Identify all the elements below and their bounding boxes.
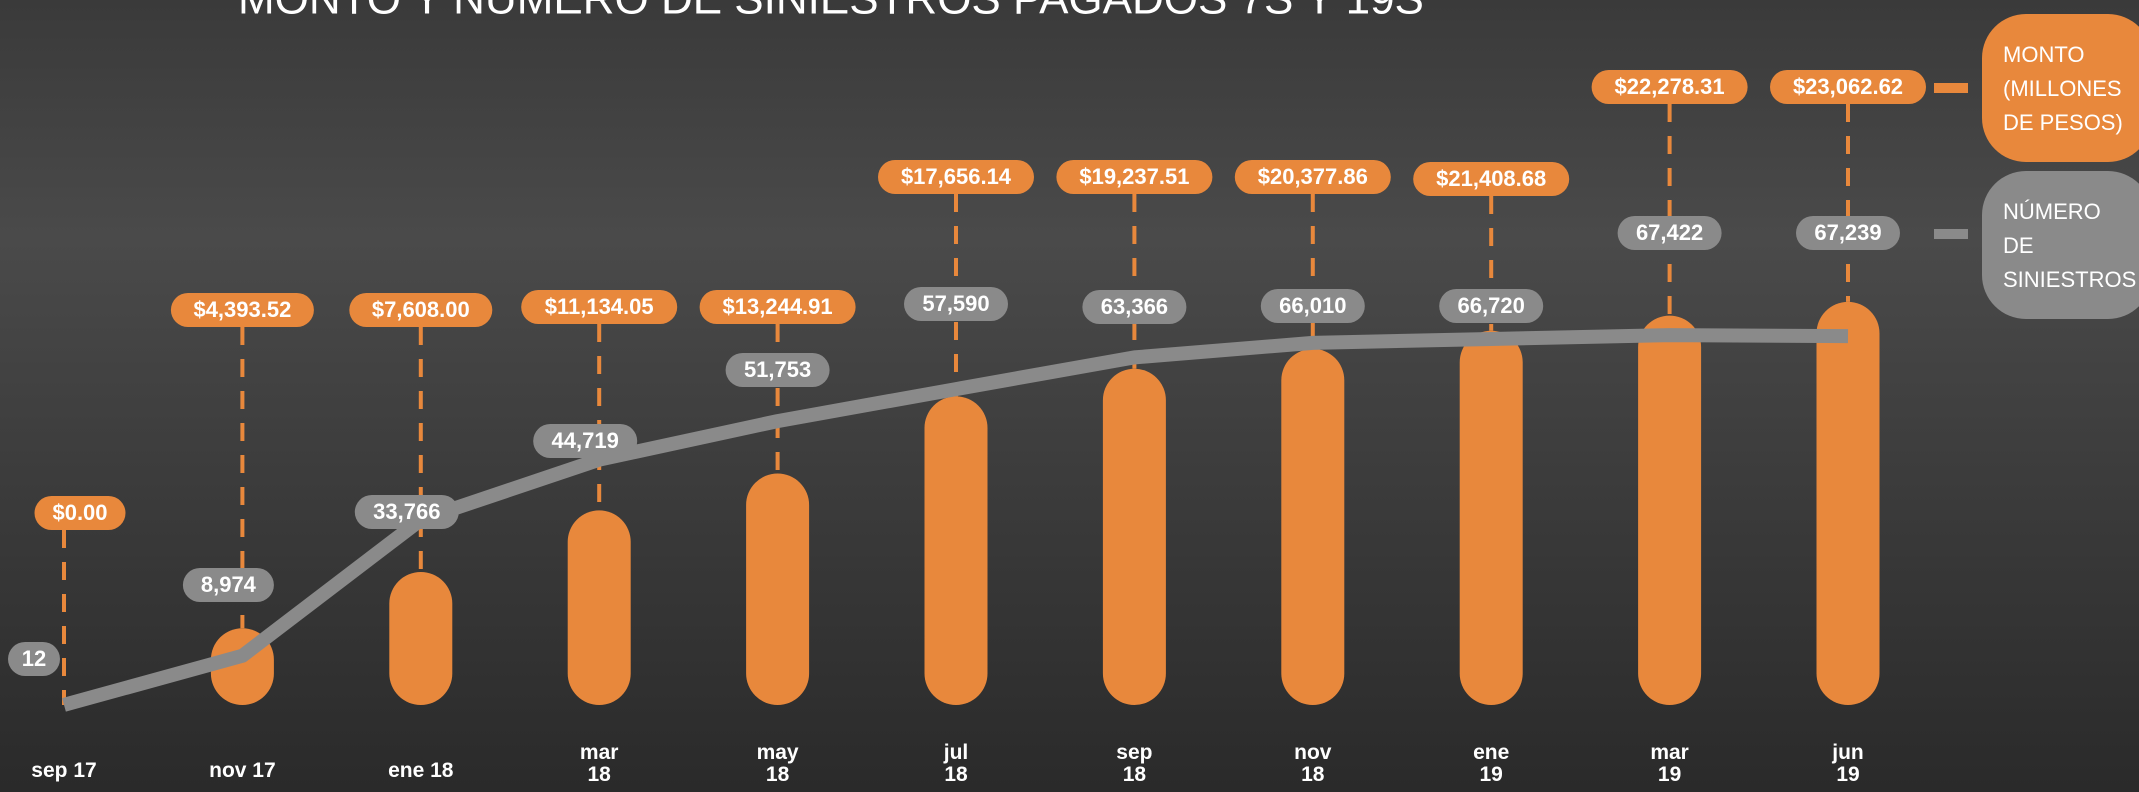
bar: [1281, 348, 1345, 705]
numero-label: 51,753: [744, 357, 811, 382]
monto-label: $11,134.05: [545, 294, 654, 319]
numero-label: 8,974: [201, 572, 257, 597]
monto-label: $13,244.91: [723, 294, 833, 319]
monto-label: $19,237.51: [1079, 164, 1189, 189]
x-tick-label: mar 19: [1650, 741, 1689, 786]
legend-label: NÚMERO DE SINIESTROS: [2003, 199, 2137, 292]
monto-label-box: [1770, 70, 1926, 104]
x-tick-label: ene 18: [388, 759, 454, 782]
monto-label-box: [1591, 70, 1748, 104]
x-tick-label: sep 17: [31, 759, 97, 782]
numero-label: 63,366: [1101, 294, 1168, 319]
line: [62, 328, 1849, 712]
chart-title: MONTO Y NÚMERO DE SINIESTROS PAGADOS 7S …: [238, 0, 1424, 24]
numero-label-box: [904, 287, 1008, 321]
numero-label-box: [1439, 289, 1544, 323]
numero-label: 44,719: [552, 428, 619, 453]
monto-label: $23,062.62: [1793, 74, 1903, 99]
numero-label: 67,422: [1636, 220, 1703, 245]
numero-label: 67,239: [1814, 220, 1881, 245]
bar: [1459, 330, 1523, 705]
monto-label: $0.00: [52, 500, 107, 525]
x-tick-label: jun 19: [1832, 741, 1864, 786]
bar: [389, 572, 453, 705]
monto-label-box: [699, 290, 856, 324]
monto-label: $17,656.14: [901, 164, 1012, 189]
monto-label-box: [1056, 160, 1213, 194]
numero-label: 66,720: [1458, 293, 1525, 318]
numero-label-box: [1260, 289, 1365, 323]
legend-box: [1982, 171, 2139, 319]
monto-label: $7,608.00: [372, 297, 470, 322]
bar: [746, 473, 810, 705]
monto-label-box: [349, 293, 493, 327]
numero-label: 33,766: [373, 499, 440, 524]
monto-label-box: [1234, 160, 1391, 194]
numero-label-box: [354, 495, 459, 529]
numero-label-box: [1082, 290, 1187, 324]
monto-label-box: [1413, 162, 1570, 196]
monto-label-box: [878, 160, 1034, 194]
monto-label-box: [521, 290, 678, 324]
monto-label: $4,393.52: [193, 297, 291, 322]
numero-label-box: [1617, 216, 1722, 250]
x-tick-label: ene 19: [1473, 741, 1510, 786]
numero-label-box: [725, 353, 830, 387]
monto-label: $20,377.86: [1258, 164, 1368, 189]
numero-label-box: [8, 642, 60, 676]
bar: [924, 396, 988, 705]
numero-label: 12: [22, 646, 46, 671]
bar: [567, 510, 631, 705]
bar: [1102, 368, 1166, 705]
numero-label-box: [182, 568, 274, 602]
x-tick-label: may 18: [756, 741, 799, 786]
numero-label-box: [533, 424, 638, 458]
monto-label-box: [170, 293, 314, 327]
x-tick-label: nov 17: [209, 759, 276, 782]
x-tick-label: sep 18: [1116, 741, 1153, 786]
x-tick-label: mar 18: [579, 741, 619, 786]
monto-label: $22,278.31: [1615, 74, 1725, 99]
bar: [1816, 301, 1880, 705]
numero-label-box: [1796, 216, 1900, 250]
bar: [1638, 315, 1702, 705]
monto-label: $21,408.68: [1436, 166, 1546, 191]
x-tick-label: nov 18: [1294, 741, 1332, 786]
legend-label: MONTO (MILLONES DE PESOS): [2003, 42, 2123, 135]
legend-box: [1982, 14, 2139, 162]
monto-label-box: [34, 496, 126, 530]
numero-label: 66,010: [1279, 293, 1346, 318]
numero-label: 57,590: [922, 291, 989, 316]
x-tick-label: jul 18: [943, 741, 969, 786]
